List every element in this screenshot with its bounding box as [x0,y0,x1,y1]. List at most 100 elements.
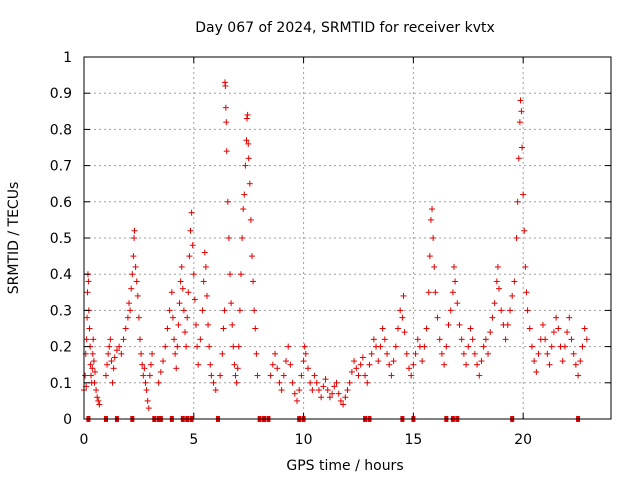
data-point [355,372,362,379]
data-point [189,242,196,249]
data-point [223,119,230,126]
data-point [344,387,351,394]
data-point [186,253,193,260]
data-point [285,343,292,350]
data-point [280,372,287,379]
data-point [539,321,546,328]
data-point [140,372,147,379]
data-point [230,343,237,350]
data-point [241,191,248,198]
data-point [187,227,194,234]
data-point [287,361,294,368]
data-point [173,365,180,372]
data-point [544,350,551,357]
data-point [348,368,355,375]
data-point [421,343,428,350]
data-point [469,336,476,343]
data-point [496,285,503,292]
data-point [142,379,149,386]
data-point [90,358,97,365]
data-point [132,263,139,270]
data-point [498,307,505,314]
data-point [362,372,369,379]
data-point [222,104,229,111]
data-point [313,379,320,386]
data-point [242,162,249,169]
data-point [91,379,98,386]
data-point [245,155,252,162]
data-point [506,307,513,314]
data-point [395,325,402,332]
data-point [168,289,175,296]
data-point [528,343,535,350]
data-point [471,350,478,357]
data-point [166,307,173,314]
data-point [128,285,135,292]
data-point [147,361,154,368]
data-point [251,307,258,314]
x-tick-label: 0 [80,432,89,448]
data-point [337,397,344,404]
data-point [450,263,457,270]
data-point [392,343,399,350]
data-point [436,336,443,343]
data-point [138,350,145,357]
data-point [513,235,520,241]
data-point [546,361,553,368]
data-point [200,278,207,285]
data-point [195,361,202,368]
data-point [489,314,496,321]
data-point [368,350,375,357]
data-point [414,336,421,343]
axis-ticks [83,56,611,420]
data-point [221,307,228,314]
data-point [335,390,342,397]
data-point [183,343,190,350]
data-point [177,278,184,285]
data-point [570,350,577,357]
data-point [329,390,336,397]
data-point [143,387,150,394]
data-point [113,347,120,354]
data-point [84,289,91,296]
data-point [253,350,260,357]
data-point [110,365,117,372]
data-point [524,307,531,314]
y-tick-label: 0.4 [50,267,72,283]
data-point [357,361,364,368]
data-point [155,379,162,386]
data-point [219,350,226,357]
chart-title: Day 067 of 2024, SRMTID for receiver kvt… [195,20,495,36]
data-point [526,325,533,332]
data-point [474,361,481,368]
data-point [149,350,156,357]
data-point [504,321,511,328]
data-point [250,278,257,285]
data-point [203,292,210,299]
x-tick-label: 20 [514,432,532,448]
data-point [89,350,96,357]
y-tick-label: 0.6 [50,195,72,211]
data-point [519,144,526,151]
data-point [311,372,318,379]
data-point [346,379,353,386]
data-point [96,401,103,408]
data-point [509,292,516,299]
data-point [118,350,125,357]
data-point [246,180,253,187]
data-point [244,111,251,118]
data-point [120,336,127,343]
data-point [289,379,296,386]
data-point [234,365,241,372]
data-point [91,368,98,375]
data-point [572,361,579,368]
data-point [89,365,96,372]
data-point [122,325,129,332]
data-point [254,372,261,379]
data-point [326,394,333,401]
data-point [445,321,452,328]
data-point [427,216,434,223]
data-point [426,253,433,260]
data-point [375,358,382,365]
data-point [438,350,445,357]
